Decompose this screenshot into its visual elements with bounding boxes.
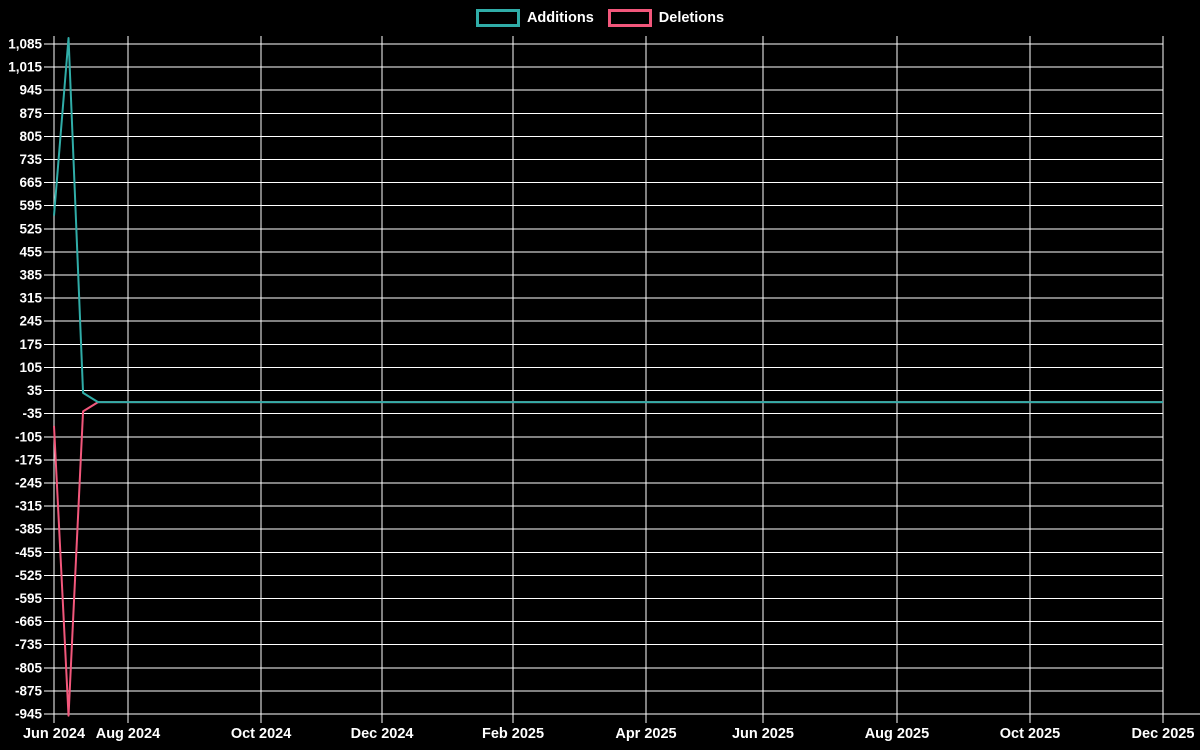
y-axis-tick-label: 105 [19,360,42,375]
y-axis-tick-label: -735 [15,637,43,652]
y-axis-tick-label: 455 [19,244,42,259]
x-axis-tick-label: Dec 2025 [1132,726,1195,742]
legend-item-additions[interactable]: Additions [475,9,594,27]
y-axis-tick-label: 595 [19,198,42,213]
y-axis-tick-label: -385 [15,522,43,537]
y-axis-tick-label: 665 [19,175,42,190]
x-axis-tick-label: Feb 2025 [482,726,544,742]
x-axis-tick-label: Dec 2024 [351,726,414,742]
y-axis-tick-label: -315 [15,499,43,514]
y-axis-tick-label: 35 [27,383,43,398]
legend-label-deletions: Deletions [658,10,725,26]
y-axis-tick-label: 245 [19,314,42,329]
y-axis-tick-label: -35 [22,406,42,421]
legend-label-additions: Additions [526,10,594,26]
x-axis-tick-label: Aug 2024 [96,726,160,742]
y-axis-tick-label: 875 [19,106,42,121]
y-axis-tick-label: 805 [19,129,42,144]
x-axis-tick-label: Oct 2025 [1000,726,1060,742]
deletions-swatch-icon [607,9,652,27]
series-line-deletions [53,401,1163,717]
legend-item-deletions[interactable]: Deletions [607,9,725,27]
series-line-additions [53,37,1163,404]
y-axis-tick-label: -595 [15,591,43,606]
y-axis-tick-label: 315 [19,291,42,306]
x-axis-tick-label: Jun 2024 [23,726,85,742]
y-axis-tick-label: -665 [15,614,43,629]
y-axis-tick-label: -175 [15,452,43,467]
y-axis-tick-label: 175 [19,337,42,352]
y-axis-tick-label: -455 [15,545,43,560]
y-axis-tick-label: 735 [19,152,42,167]
y-axis-tick-label: 525 [19,221,42,236]
y-axis-tick-label: -245 [15,475,43,490]
y-axis-tick-label: 1,085 [8,37,42,52]
y-axis-tick-label: 385 [19,268,42,283]
y-axis-tick-label: -945 [15,707,43,722]
x-axis-tick-label: Oct 2024 [231,726,291,742]
additions-swatch-icon [475,9,520,27]
y-axis-tick-label: -875 [15,683,43,698]
y-axis-tick-label: 1,015 [8,60,42,75]
y-axis-tick-label: 945 [19,83,42,98]
x-axis-tick-label: Aug 2025 [865,726,929,742]
y-axis-tick-label: -525 [15,568,43,583]
x-axis-tick-label: Jun 2025 [732,726,794,742]
x-axis-tick-label: Apr 2025 [615,726,676,742]
chart-legend: Additions Deletions [0,9,1200,27]
y-axis-tick-label: -105 [15,429,43,444]
y-axis-tick-label: -805 [15,660,43,675]
